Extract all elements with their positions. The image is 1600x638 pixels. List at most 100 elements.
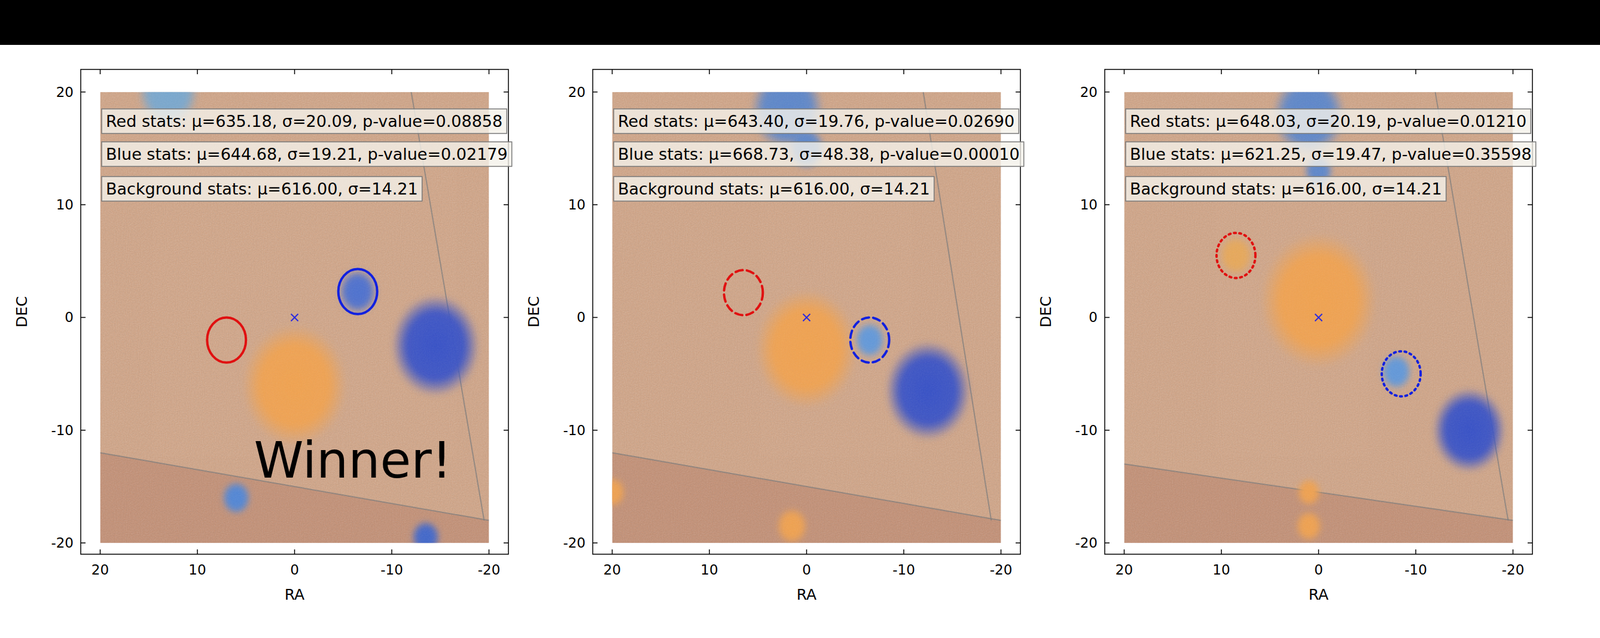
y-axis-title: DEC: [13, 296, 31, 328]
y-tick: [1015, 429, 1021, 431]
y-tick: [1104, 541, 1110, 544]
x-tick-label: -20: [989, 561, 1013, 578]
stats-box: [1125, 176, 1447, 201]
x-tick: [1000, 69, 1002, 75]
x-tick: [1318, 549, 1320, 554]
x-tick: [1123, 549, 1126, 554]
y-tick: [80, 429, 86, 431]
y-tick-label: -20: [50, 534, 74, 551]
y-tick-label: 20: [568, 84, 586, 100]
stats-text: Blue stats: μ=644.68, σ=19.21, p-value=0…: [105, 144, 508, 164]
x-tick: [1220, 549, 1222, 554]
x-tick: [1123, 69, 1126, 75]
x-tick-label: 20: [1115, 561, 1133, 578]
panel: 20100-10-20-20-1001020RADECRed stats: μ=…: [1037, 69, 1536, 603]
annotation: Winner!: [254, 430, 453, 490]
x-tick-label: 10: [1212, 561, 1230, 578]
x-tick: [806, 549, 808, 554]
x-tick: [611, 69, 614, 75]
x-tick-label: -10: [380, 561, 404, 578]
y-tick: [1527, 541, 1533, 544]
y-tick: [592, 317, 598, 319]
stats-box: [613, 141, 1024, 167]
region: [1381, 351, 1421, 396]
region: [723, 269, 763, 315]
y-tick: [503, 429, 509, 431]
y-tick: [592, 429, 598, 431]
y-tick: [1104, 203, 1110, 206]
y-tick: [503, 203, 509, 206]
center-marker: [803, 313, 811, 321]
y-tick: [1527, 429, 1533, 431]
x-tick: [1415, 549, 1417, 554]
center-marker: [1315, 313, 1323, 321]
stats-text: Red stats: μ=643.40, σ=19.76, p-value=0.…: [617, 111, 1015, 131]
x-axis-title: RA: [796, 585, 817, 603]
stats-box: [101, 141, 512, 167]
y-tick: [503, 541, 509, 544]
x-tick-label: 20: [603, 561, 621, 578]
x-tick: [391, 549, 393, 554]
x-tick: [99, 549, 102, 554]
x-tick: [806, 69, 808, 75]
panel: 20100-10-20-20-1001020RADECRed stats: μ=…: [13, 56, 512, 603]
y-tick-label: 0: [1088, 309, 1098, 325]
x-tick-label: 0: [290, 561, 300, 578]
stats-box: [1125, 108, 1531, 134]
y-tick-label: 10: [56, 196, 74, 213]
y-tick-label: -10: [1074, 422, 1098, 438]
x-tick: [903, 69, 905, 75]
center-marker: [291, 313, 299, 321]
x-tick: [708, 549, 710, 554]
y-tick: [1104, 429, 1110, 431]
panel: 20100-10-20-20-1001020RADECRed stats: μ=…: [525, 66, 1024, 603]
y-tick: [592, 91, 598, 93]
stats-text: Background stats: μ=616.00, σ=14.21: [1129, 179, 1443, 198]
y-tick-label: -10: [50, 422, 74, 438]
y-tick-label: -10: [562, 422, 586, 438]
x-tick-label: -10: [892, 561, 916, 578]
x-tick: [391, 69, 393, 75]
region: [1216, 232, 1256, 278]
y-tick: [1527, 91, 1533, 93]
region: [338, 268, 378, 314]
x-tick: [196, 549, 198, 554]
x-tick: [294, 69, 296, 75]
stats-box: [101, 108, 507, 134]
stats-text: Blue stats: μ=621.25, σ=19.47, p-value=0…: [1129, 144, 1532, 164]
stats-text: Blue stats: μ=668.73, σ=48.38, p-value=0…: [617, 144, 1020, 164]
y-tick-label: 0: [64, 309, 74, 325]
y-tick: [1015, 203, 1021, 206]
figure: 20 10 0 -10 -20 -20 -10 0 10 20 RA DEC Red stats: μ=…: [0, 0, 1600, 638]
x-tick-label: 0: [1314, 561, 1324, 578]
x-tick: [1512, 69, 1514, 75]
y-tick-label: 10: [568, 196, 586, 213]
y-axis-title: DEC: [1037, 296, 1055, 328]
x-tick: [1512, 549, 1514, 554]
x-tick: [611, 549, 614, 554]
y-tick-label: 0: [576, 309, 586, 325]
x-tick: [488, 69, 490, 75]
x-tick-label: 20: [91, 561, 109, 578]
y-tick: [1015, 541, 1021, 544]
x-axis-title: RA: [284, 585, 305, 603]
y-tick: [503, 91, 509, 93]
x-tick-label: -20: [1501, 561, 1525, 578]
x-tick-label: -20: [477, 561, 501, 578]
y-tick: [592, 203, 598, 206]
y-tick: [1527, 203, 1533, 206]
y-tick: [80, 541, 86, 544]
y-tick: [80, 317, 86, 319]
y-tick-label: -20: [562, 534, 586, 551]
x-tick: [1000, 549, 1002, 554]
stats-box: [1125, 141, 1536, 167]
x-tick-label: -10: [1404, 561, 1428, 578]
y-tick: [1015, 91, 1021, 93]
x-tick: [488, 549, 490, 554]
region: [850, 317, 890, 362]
stats-text: Background stats: μ=616.00, σ=14.21: [617, 179, 931, 198]
stats-text: Background stats: μ=616.00, σ=14.21: [105, 179, 419, 198]
y-tick: [1527, 317, 1533, 319]
x-tick: [1415, 69, 1417, 75]
y-tick-label: 20: [56, 84, 74, 100]
